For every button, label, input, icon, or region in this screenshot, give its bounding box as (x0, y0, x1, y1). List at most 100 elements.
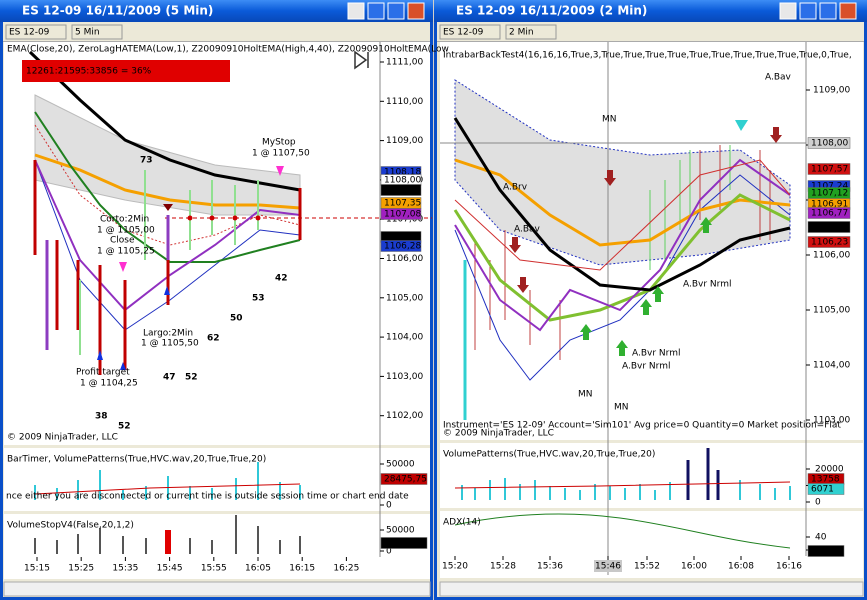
annotation: MN (578, 390, 593, 400)
time-label: 15:25 (68, 564, 94, 574)
panel-label: ADX(14) (443, 518, 481, 528)
annotation: 38 (95, 412, 108, 422)
annotation: MN (614, 403, 629, 413)
right-scrollbar[interactable] (439, 581, 864, 597)
instrument: ES 12-09 (9, 28, 50, 38)
right-sub-panel-1 (440, 443, 863, 508)
stats: 12261:21595:33856 = 36% (26, 67, 152, 77)
annotation: 53 (252, 294, 265, 304)
time-label: 15:28 (490, 562, 516, 572)
price-tag-box (380, 537, 428, 549)
instrument-selector[interactable] (439, 24, 501, 40)
annotation: 1 @ 1107,50 (252, 149, 310, 159)
price-tag: 1108,00 (811, 139, 848, 149)
interval-selector[interactable] (71, 24, 123, 40)
right-titlebar (434, 0, 867, 22)
price-tag-box (380, 208, 422, 220)
price-tag-box (807, 483, 845, 495)
left-window-buttons (347, 2, 425, 20)
close-button[interactable] (839, 2, 857, 20)
price-label: 1103,00 (386, 372, 423, 382)
toolbar-separator (437, 41, 864, 42)
help-button[interactable] (347, 2, 365, 20)
annotation: Close (110, 236, 135, 246)
right-toolbar (439, 24, 557, 40)
left-toolbar (5, 24, 123, 40)
price-tag: 13758 (811, 475, 840, 485)
price-tag: 28475,75 (384, 475, 427, 485)
price-tag-box (807, 163, 851, 175)
price-label: 1104,00 (386, 333, 423, 343)
price-tag: 1106,28 (384, 242, 421, 252)
time-label: 15:55 (201, 564, 227, 574)
price-tag: 1107,08 (384, 210, 421, 220)
annotation: 1 @ 1105,25 (97, 247, 155, 257)
time-label: 16:25 (333, 564, 359, 574)
right-volume-bars (454, 448, 791, 549)
interval: 2 Min (509, 28, 534, 38)
time-label: 16:15 (289, 564, 315, 574)
minimize-button[interactable] (799, 2, 817, 20)
axis-label: 50000 (386, 460, 415, 470)
annotation: 52 (118, 422, 131, 432)
price-tag: 1106,23 (811, 238, 848, 248)
minimize-button[interactable] (367, 2, 385, 20)
annotation: Corto:2Min (100, 215, 149, 225)
left-scrollbar[interactable] (3, 581, 431, 597)
close-button[interactable] (407, 2, 425, 20)
panel-label: VolumePatterns(True,HVC.wav,20,True,True… (443, 450, 655, 460)
annotation: Largo:2Min (143, 329, 193, 339)
price-tag: 1107,24 (811, 182, 848, 192)
axis-label: 0 (386, 547, 392, 557)
left-time-axis (4, 557, 430, 579)
interval-selector[interactable] (505, 24, 557, 40)
maximize-button[interactable] (819, 2, 837, 20)
annotation: 42 (275, 274, 288, 284)
help-button[interactable] (779, 2, 797, 20)
price-tag: 6071 (811, 485, 834, 495)
time-highlight (594, 560, 622, 572)
annotation: A.Brv (503, 183, 528, 193)
time-label: 16:05 (245, 564, 271, 574)
price-tag: 1106,91 (811, 200, 848, 210)
time-label: 15:35 (112, 564, 138, 574)
interval: 5 Min (75, 28, 100, 38)
time-label: 16:16 (776, 562, 802, 572)
left-titlebar (0, 0, 433, 22)
time-label: 15:15 (24, 564, 50, 574)
left-sub-panel-2 (4, 514, 430, 557)
price-tag: 1107,70 (384, 186, 421, 196)
purple-line (34, 159, 301, 312)
right-sub-panel-2 (440, 511, 863, 556)
annotation: A.Bav (514, 225, 541, 235)
price-label: 1109,00 (386, 136, 423, 146)
price-label: 1109,00 (813, 86, 850, 96)
stats-box (22, 60, 230, 82)
green-line (34, 111, 301, 263)
time-label: 16:00 (681, 562, 707, 572)
panel-label: BarTimer, VolumePatterns(True,HVC.wav,20… (7, 455, 266, 465)
copyright: © 2009 NinjaTrader, LLC (7, 433, 118, 443)
left-drawing (28, 50, 432, 375)
window-title: ES 12-09 16/11/2009 (5 Min) (22, 4, 213, 18)
right-window-buttons (779, 2, 857, 20)
annotation: A.Bvr Nrml (632, 349, 680, 359)
time-label: 15:52 (634, 562, 660, 572)
left-main-plot (4, 42, 380, 445)
axis-label: 0 (815, 498, 821, 508)
right-drawing (440, 42, 806, 575)
time-label: 15:45 (157, 564, 183, 574)
maximize-button[interactable] (387, 2, 405, 20)
price-tag: 1107,57 (811, 165, 848, 175)
annotation: 52 (185, 373, 198, 383)
time-label: 15:46 (595, 562, 621, 572)
instrument-selector[interactable] (5, 24, 67, 40)
status-line: Instrument='ES 12-09' Account='Sim101' A… (443, 421, 841, 431)
instrument: ES 12-09 (443, 28, 484, 38)
price-tag-box (807, 207, 851, 219)
annotation: 50 (230, 314, 243, 324)
price-label: 1105,00 (386, 293, 423, 303)
price-tag-box (807, 545, 845, 557)
play-icon (354, 50, 369, 70)
price-tag-box (807, 137, 851, 149)
